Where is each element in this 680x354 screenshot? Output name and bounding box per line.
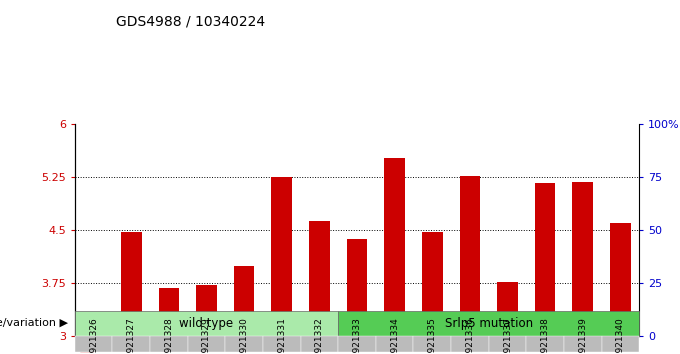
Bar: [465, 331, 475, 335]
Text: GSM921334: GSM921334: [390, 317, 399, 354]
Text: GDS4988 / 10340224: GDS4988 / 10340224: [116, 14, 265, 28]
Bar: [315, 331, 324, 335]
Bar: [578, 331, 588, 335]
Bar: [309, 221, 330, 336]
Text: GSM921337: GSM921337: [503, 317, 512, 354]
Bar: [390, 331, 399, 335]
Bar: [164, 331, 173, 335]
Bar: [202, 331, 211, 335]
Bar: [497, 282, 518, 336]
Text: GSM921339: GSM921339: [578, 317, 588, 354]
Text: wild type: wild type: [180, 317, 233, 330]
Bar: [234, 266, 254, 336]
Bar: [503, 331, 512, 335]
Bar: [347, 239, 367, 336]
Text: GSM921340: GSM921340: [616, 317, 625, 354]
Text: GSM921335: GSM921335: [428, 317, 437, 354]
Bar: [352, 331, 362, 335]
Bar: [460, 176, 480, 336]
Bar: [271, 177, 292, 336]
Text: GSM921333: GSM921333: [352, 317, 362, 354]
Text: GSM921332: GSM921332: [315, 317, 324, 354]
Bar: [384, 158, 405, 336]
Text: genotype/variation ▶: genotype/variation ▶: [0, 318, 68, 328]
Bar: [428, 331, 437, 335]
Text: Srlp5 mutation: Srlp5 mutation: [445, 317, 532, 330]
Bar: [573, 182, 593, 336]
Text: GSM921338: GSM921338: [541, 317, 549, 354]
Bar: [610, 223, 631, 336]
Text: GSM921328: GSM921328: [165, 317, 173, 354]
Bar: [534, 183, 556, 336]
Bar: [89, 331, 99, 335]
Bar: [277, 331, 286, 335]
Bar: [541, 331, 550, 335]
Bar: [121, 232, 141, 336]
Bar: [239, 331, 249, 335]
Text: GSM921331: GSM921331: [277, 317, 286, 354]
Text: GSM921336: GSM921336: [465, 317, 475, 354]
Bar: [196, 285, 217, 336]
Text: GSM921330: GSM921330: [239, 317, 249, 354]
Bar: [126, 331, 136, 335]
Text: GSM921329: GSM921329: [202, 317, 211, 354]
Bar: [83, 321, 104, 336]
Bar: [615, 331, 625, 335]
Text: GSM921326: GSM921326: [89, 317, 98, 354]
Legend: transformed count, percentile rank within the sample: transformed count, percentile rank withi…: [80, 343, 273, 354]
Bar: [422, 232, 443, 336]
Text: GSM921327: GSM921327: [126, 317, 136, 354]
Bar: [158, 288, 180, 336]
